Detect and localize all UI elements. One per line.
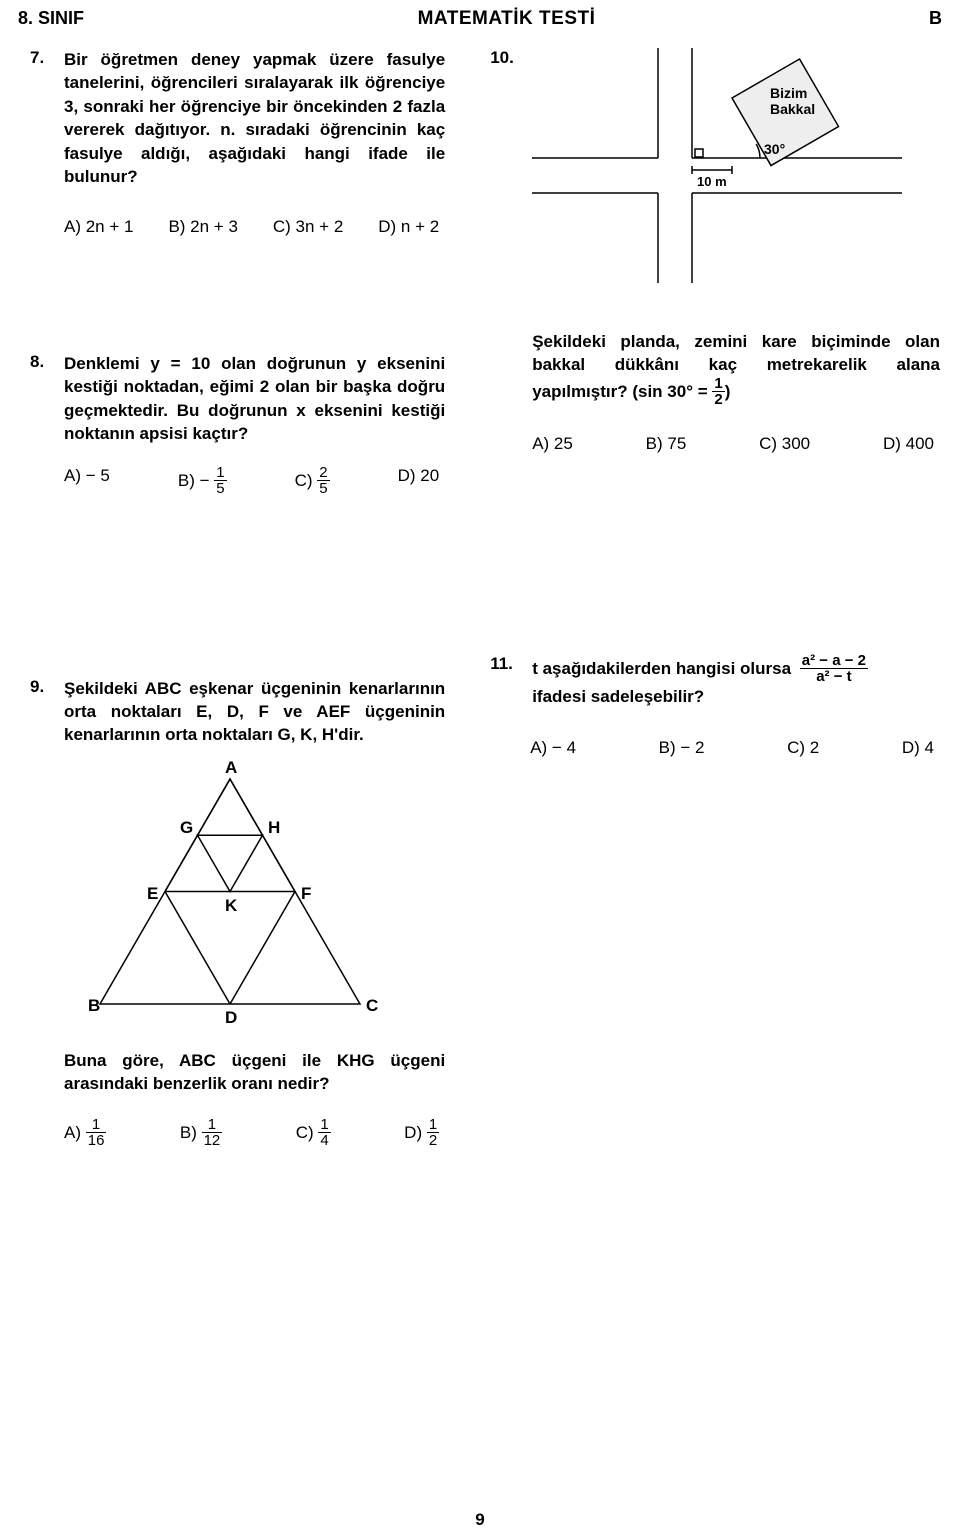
q10-option-c: C) 300 xyxy=(759,434,810,454)
q11-option-c: C) 2 xyxy=(787,738,819,758)
q10-text: Şekildeki planda, zemini kare biçiminde … xyxy=(532,330,940,408)
header-center: MATEMATİK TESTİ xyxy=(418,8,596,30)
q10-option-b: B) 75 xyxy=(646,434,687,454)
svg-text:B: B xyxy=(88,996,100,1015)
bakkal-diagram: Bizim Bakkal 30° 10 m xyxy=(532,48,902,283)
svg-text:10 m: 10 m xyxy=(697,174,727,189)
svg-text:D: D xyxy=(225,1008,237,1027)
q7-option-d: D) n + 2 xyxy=(378,217,439,237)
q9-option-d: D) 12 xyxy=(404,1118,439,1149)
q7-option-c: C) 3n + 2 xyxy=(273,217,343,237)
q9-option-b: B) 112 xyxy=(180,1118,222,1149)
svg-text:A: A xyxy=(225,759,237,777)
svg-text:E: E xyxy=(147,884,158,903)
q11-text: t aşağıdakilerden hangisi olursa a² − a … xyxy=(532,654,940,708)
q10-option-a: A) 25 xyxy=(532,434,573,454)
q9-option-c: C) 14 xyxy=(296,1118,331,1149)
svg-text:30°: 30° xyxy=(764,141,785,157)
q7-option-b: B) 2n + 3 xyxy=(168,217,237,237)
svg-text:H: H xyxy=(268,818,280,837)
svg-text:F: F xyxy=(301,884,311,903)
header-right: B xyxy=(929,8,942,29)
svg-text:Bizim: Bizim xyxy=(770,85,807,101)
q9-text: Şekildeki ABC eşkenar üçgeninin kenarlar… xyxy=(64,677,445,747)
q7-text: Bir öğretmen deney yapmak üzere fasulye … xyxy=(64,48,445,189)
question-8: 8. Denklemi y = 10 olan doğrunun y eksen… xyxy=(30,352,445,497)
page-number: 9 xyxy=(0,1510,960,1530)
q8-option-d: D) 20 xyxy=(398,466,440,497)
q8-option-c: C) 25 xyxy=(295,466,330,497)
question-11: 11. t aşağıdakilerden hangisi olursa a² … xyxy=(490,654,940,758)
q9-number: 9. xyxy=(30,677,52,747)
q11-option-b: B) − 2 xyxy=(659,738,705,758)
q8-option-b: B) − 15 xyxy=(178,466,227,497)
q7-option-a: A) 2n + 1 xyxy=(64,217,133,237)
page-header: 8. SINIF MATEMATİK TESTİ B xyxy=(0,0,960,48)
q8-text: Denklemi y = 10 olan doğrunun y eksenini… xyxy=(64,352,445,446)
q8-option-a: A) − 5 xyxy=(64,466,110,497)
svg-text:Bakkal: Bakkal xyxy=(770,101,815,117)
question-7: 7. Bir öğretmen deney yapmak üzere fasul… xyxy=(30,48,445,237)
triangle-diagram: A B C D E F G H K xyxy=(70,759,400,1039)
q10-option-d: D) 400 xyxy=(883,434,934,454)
q11-number: 11. xyxy=(490,654,520,708)
question-9: 9. Şekildeki ABC eşkenar üçgeninin kenar… xyxy=(30,677,445,1149)
q9-option-a: A) 116 xyxy=(64,1118,106,1149)
header-left: 8. SINIF xyxy=(18,8,84,29)
q11-option-d: D) 4 xyxy=(902,738,934,758)
content-columns: 7. Bir öğretmen deney yapmak üzere fasul… xyxy=(0,48,960,1204)
question-10: 10. xyxy=(490,48,940,454)
q9-followup: Buna göre, ABC üçgeni ile KHG üçgeni ara… xyxy=(64,1049,445,1096)
svg-text:C: C xyxy=(366,996,378,1015)
q11-option-a: A) − 4 xyxy=(530,738,576,758)
left-column: 7. Bir öğretmen deney yapmak üzere fasul… xyxy=(30,48,445,1204)
right-column: 10. xyxy=(490,48,940,1204)
svg-text:G: G xyxy=(180,818,193,837)
q7-number: 7. xyxy=(30,48,52,189)
q10-number: 10. xyxy=(490,48,520,454)
q8-number: 8. xyxy=(30,352,52,446)
svg-text:K: K xyxy=(225,896,238,915)
